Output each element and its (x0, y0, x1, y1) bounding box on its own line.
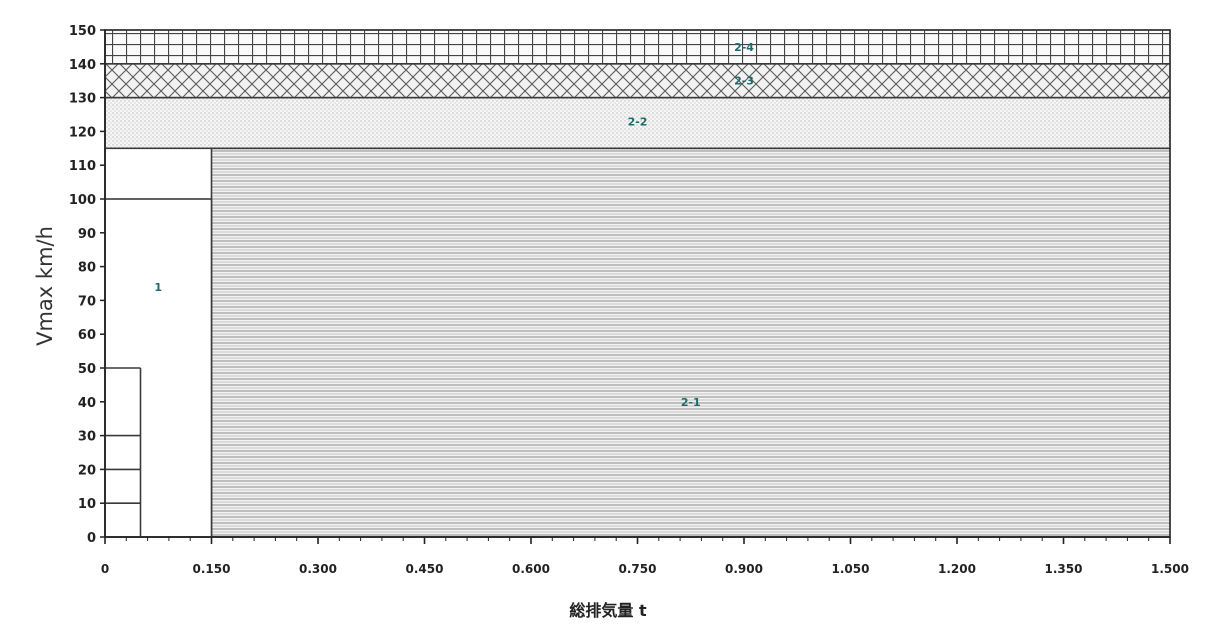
y-tick-label-40: 40 (78, 396, 96, 411)
region-2-1 (210, 147, 1171, 538)
x-tick-label-1.350: 1.350 (1045, 562, 1083, 576)
region-2-2 (104, 96, 1171, 150)
x-tick-label-0.450: 0.450 (406, 562, 444, 576)
x-tick-label-0.750: 0.750 (619, 562, 657, 576)
y-axis-title: Vmax km/h (33, 226, 57, 346)
x-axis-title: 総排気量 t (569, 601, 647, 620)
y-tick-label-120: 120 (69, 125, 96, 140)
x-tick-label-1.500: 1.500 (1151, 562, 1189, 576)
y-tick-label-60: 60 (78, 328, 96, 343)
x-tick-label-0.300: 0.300 (299, 562, 337, 576)
y-tick-label-140: 140 (69, 58, 96, 73)
region-2-4 (104, 29, 1171, 65)
x-tick-label-0.900: 0.900 (725, 562, 763, 576)
y-tick-label-70: 70 (78, 294, 96, 309)
y-tick-label-100: 100 (69, 193, 96, 208)
y-tick-label-20: 20 (78, 463, 96, 478)
zone-label-2-3: 2-3 (734, 75, 754, 88)
y-tick-label-30: 30 (78, 430, 96, 445)
y-tick-label-80: 80 (78, 261, 96, 276)
x-tick-label-1.050: 1.050 (832, 562, 870, 576)
x-tick-label-1.200: 1.200 (938, 562, 976, 576)
zone-label-2-1: 2-1 (681, 396, 701, 409)
zone-label-1: 1 (154, 281, 162, 294)
x-tick-label-0: 0 (101, 562, 109, 576)
region-2-3 (104, 62, 1171, 99)
y-tick-label-0: 0 (87, 531, 96, 546)
zone-label-2-2: 2-2 (628, 115, 648, 128)
x-tick-label-0.600: 0.600 (512, 562, 550, 576)
y-tick-label-90: 90 (78, 227, 96, 242)
x-tick-label-0.150: 0.150 (193, 562, 231, 576)
y-tick-label-130: 130 (69, 92, 96, 107)
y-tick-label-150: 150 (69, 24, 96, 39)
y-tick-label-50: 50 (78, 362, 96, 377)
y-tick-label-110: 110 (69, 159, 96, 174)
zone-label-2-4: 2-4 (734, 41, 754, 54)
y-tick-label-10: 10 (78, 497, 96, 512)
